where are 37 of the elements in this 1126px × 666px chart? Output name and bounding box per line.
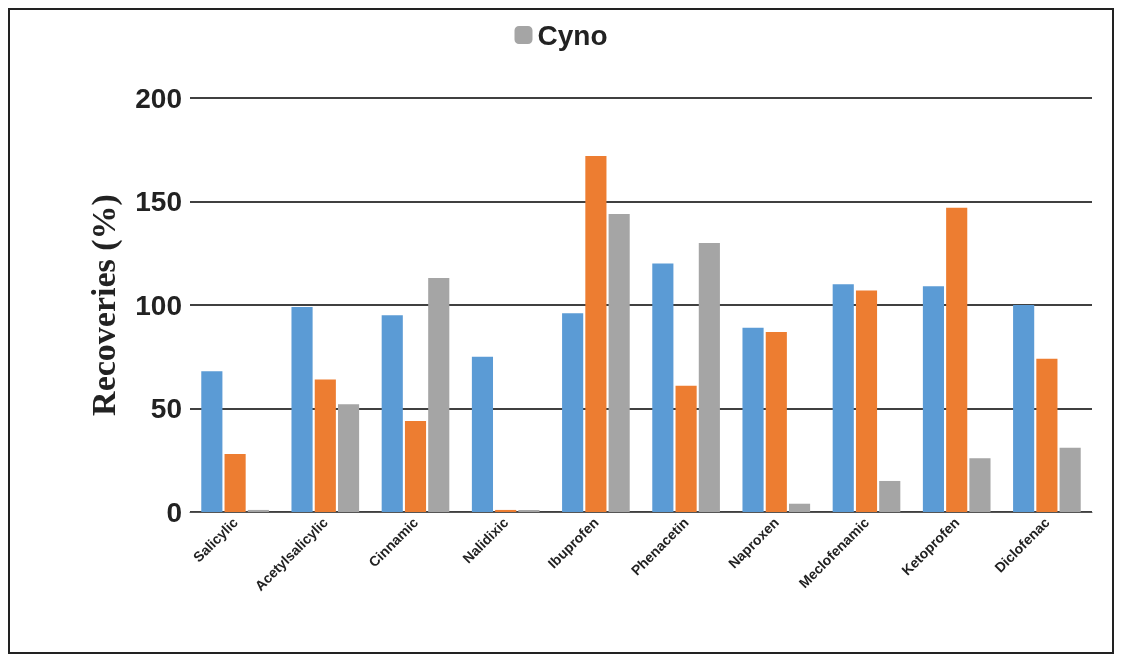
bar [879, 480, 901, 512]
bar [562, 313, 584, 512]
bar [428, 278, 450, 512]
bar [946, 207, 968, 512]
legend-label: Cyno [537, 19, 608, 51]
bar [381, 315, 403, 512]
bar [922, 286, 945, 512]
bar [675, 385, 697, 512]
bar [608, 213, 630, 512]
bar [832, 284, 854, 512]
bar [314, 379, 336, 512]
bar [224, 454, 246, 512]
bar [742, 327, 764, 512]
bar [471, 356, 494, 512]
bar [765, 331, 787, 512]
bar [404, 420, 427, 512]
bar [969, 458, 991, 512]
bar [201, 371, 223, 512]
y-tick-label: 200 [135, 82, 182, 114]
bar [1059, 447, 1081, 512]
bar [247, 509, 269, 512]
bar [585, 155, 607, 512]
y-axis-title: Recoveries (%) [84, 194, 123, 416]
bar [495, 509, 517, 512]
bar [518, 509, 540, 512]
bar [291, 307, 313, 512]
bar [788, 503, 811, 512]
bar [337, 404, 360, 512]
y-tick-label: 0 [166, 496, 182, 528]
bar [698, 242, 720, 512]
bar [855, 290, 878, 512]
y-tick-label: 50 [150, 393, 182, 424]
y-tick-label: 150 [135, 186, 182, 217]
bar [652, 263, 674, 512]
bar [1013, 305, 1035, 512]
bar [1036, 358, 1058, 512]
y-tick-label: 100 [135, 289, 182, 321]
